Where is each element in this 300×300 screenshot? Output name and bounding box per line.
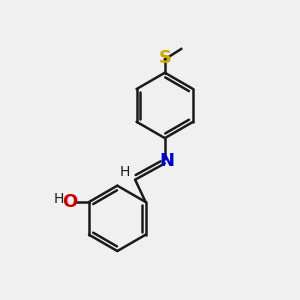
Text: S: S xyxy=(158,49,171,67)
Text: O: O xyxy=(62,193,77,211)
Text: H: H xyxy=(54,192,64,206)
Text: H: H xyxy=(119,165,130,179)
Text: N: N xyxy=(160,152,175,170)
